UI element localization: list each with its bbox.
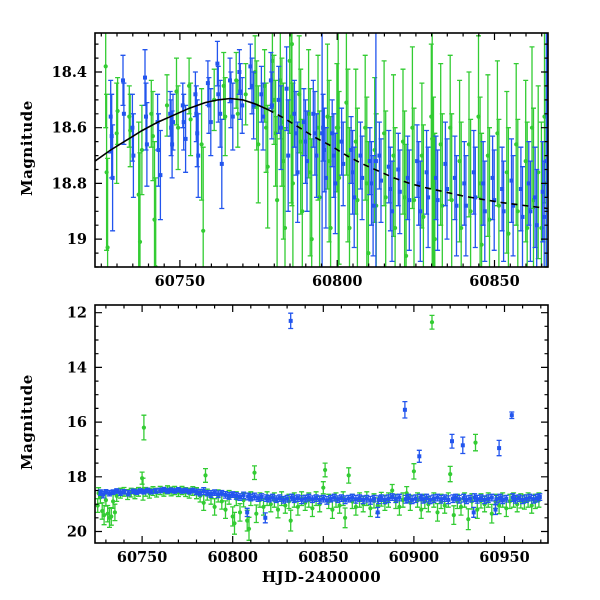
y-tick-label: 18.6 xyxy=(52,120,87,137)
x-tick-label: 60850 xyxy=(469,273,519,290)
x-tick-label: 60950 xyxy=(479,549,529,566)
bottom-axis-frame xyxy=(94,304,549,544)
y-tick-label: 14 xyxy=(67,359,87,376)
y-tick-label: 20 xyxy=(67,524,87,541)
x-tick-label: 60800 xyxy=(207,549,257,566)
top-panel: 60750 60800 60850 18.4 18.6 18.8 19 xyxy=(52,32,549,290)
bottom-tick-labels: 60750 60800 60850 60900 60950 12 14 16 18 20 xyxy=(67,305,530,566)
top-ticks xyxy=(95,33,548,268)
top-survey-green-series xyxy=(103,33,548,267)
y-tick-label: 18.8 xyxy=(52,175,87,192)
model-curve-dashed xyxy=(267,108,548,210)
y-tick-label: 19 xyxy=(67,231,87,248)
y-tick-label: 12 xyxy=(67,305,87,322)
x-axis-label: HJD-2400000 xyxy=(261,568,382,586)
y-tick-label: 18.4 xyxy=(52,64,87,81)
top-survey-blue-series xyxy=(108,33,548,267)
bottom-y-axis-label: Magnitude xyxy=(18,374,36,470)
bottom-panel: 60750 60800 60850 60900 60950 12 14 16 18 20 xyxy=(67,304,549,566)
x-tick-label: 60900 xyxy=(389,549,439,566)
bottom-ticks xyxy=(95,305,548,543)
x-tick-label: 60750 xyxy=(155,273,205,290)
bottom-survey-green-series xyxy=(95,314,542,541)
bottom-survey-blue-series xyxy=(97,312,543,524)
x-tick-label: 60850 xyxy=(298,549,348,566)
top-tick-labels: 60750 60800 60850 18.4 18.6 18.8 19 xyxy=(52,64,520,290)
x-tick-label: 60800 xyxy=(312,273,362,290)
y-tick-label: 18 xyxy=(67,469,87,486)
model-curve-solid xyxy=(95,97,269,162)
x-tick-label: 60750 xyxy=(117,549,167,566)
y-tick-label: 16 xyxy=(67,414,87,431)
top-y-axis-label: Magnitude xyxy=(18,100,36,196)
